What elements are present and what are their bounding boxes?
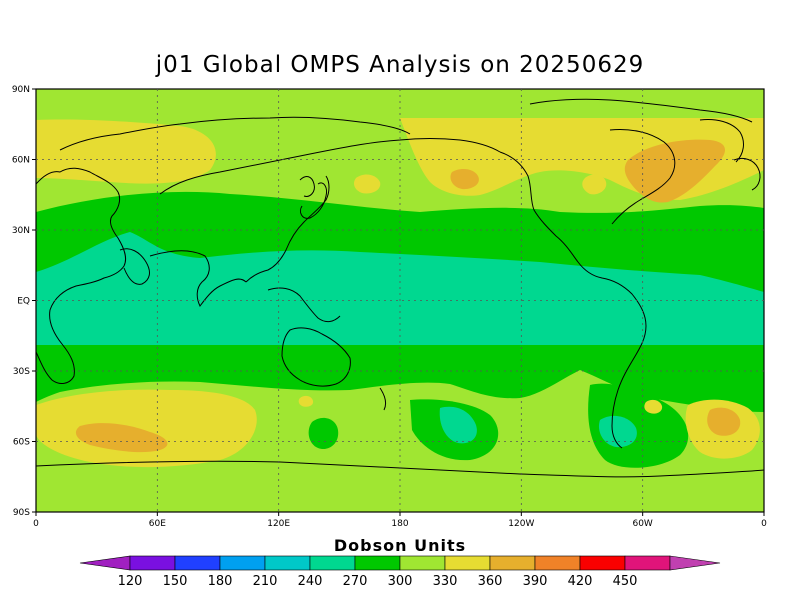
gridlines	[36, 89, 764, 512]
lat-tick-label: 90N	[12, 85, 30, 95]
band-270-tropics	[36, 232, 764, 360]
colorbar-label: 360	[478, 574, 503, 589]
lobe-270-south-pacific	[439, 406, 477, 444]
patch-390-canada-atlantic	[624, 139, 726, 203]
lon-tick-label: 180	[391, 519, 408, 529]
colorbar-swatch	[624, 555, 671, 571]
colorbar-label: 390	[523, 574, 548, 589]
lat-tick-label: 90S	[13, 508, 30, 518]
colorbar-label: 210	[253, 574, 278, 589]
colorbar-swatch	[579, 555, 626, 571]
lat-tick-label: 30N	[12, 226, 30, 236]
band-330-antarctic	[36, 455, 764, 512]
lon-tick-label: 60W	[632, 519, 652, 529]
spot-360-east-asia	[354, 174, 381, 194]
lobe-300-south-america	[588, 383, 689, 468]
colorbar-label: 180	[208, 574, 233, 589]
coastlines	[36, 98, 764, 478]
lon-tick-label: 120W	[508, 519, 534, 529]
spot-360-south-small	[644, 399, 663, 414]
lat-tick-label: 30S	[13, 367, 30, 377]
colorbar-label: 420	[568, 574, 593, 589]
patch-360-south-indian	[36, 389, 257, 468]
patch-390-south-indian	[75, 423, 168, 453]
spot-360-canada	[582, 174, 607, 195]
lon-tick-label: 0	[33, 519, 39, 529]
map-title: j01 Global OMPS Analysis on 20250629	[155, 52, 645, 78]
colorbar	[79, 555, 721, 571]
longitude-labels: 0 60E 120E 180 120W 60W 0	[33, 519, 767, 529]
colorbar-label: 450	[613, 574, 638, 589]
lon-tick-label: 120E	[267, 519, 290, 529]
colorbar-label: 150	[163, 574, 188, 589]
colorbar-swatch	[534, 555, 581, 571]
colorbar-swatch	[219, 555, 266, 571]
latitude-labels: 90N 60N 30N EQ 30S 60S 90S	[12, 85, 30, 518]
colorbar-swatch	[264, 555, 311, 571]
colorbar-units-label: Dobson Units	[333, 536, 467, 555]
colorbar-label: 240	[298, 574, 323, 589]
colorbar-labels: 120 150 180 210 240 270 300 330 360 390 420 450	[118, 574, 638, 589]
colorbar-swatch	[309, 555, 356, 571]
spot-390-south-atlantic	[707, 407, 741, 436]
lon-tick-label: 0	[761, 519, 767, 529]
colorbar-label: 120	[118, 574, 143, 589]
colorbar-swatch	[129, 555, 176, 571]
colorbar-swatch	[489, 555, 536, 571]
lat-tick-label: 60S	[13, 438, 30, 448]
lon-tick-label: 60E	[149, 519, 166, 529]
spot-360-south-pacific-small	[298, 395, 314, 407]
lat-tick-label: 60N	[12, 156, 30, 166]
lobe-270-drake	[598, 415, 637, 448]
lobe-300-tasman	[308, 417, 339, 450]
colorbar-swatch	[444, 555, 491, 571]
colorbar-label: 270	[343, 574, 368, 589]
colorbar-low-triangle	[79, 555, 131, 571]
colorbar-swatch	[354, 555, 401, 571]
spot-390-alaska	[450, 168, 479, 190]
colorbar-swatch	[174, 555, 221, 571]
colorbar-label: 330	[433, 574, 458, 589]
lat-tick-label: EQ	[17, 297, 30, 307]
band-360-northwest	[36, 119, 216, 184]
colorbar-swatch	[399, 555, 446, 571]
axis-ticks	[32, 88, 765, 516]
colorbar-high-triangle	[669, 555, 721, 571]
colorbar-label: 300	[388, 574, 413, 589]
